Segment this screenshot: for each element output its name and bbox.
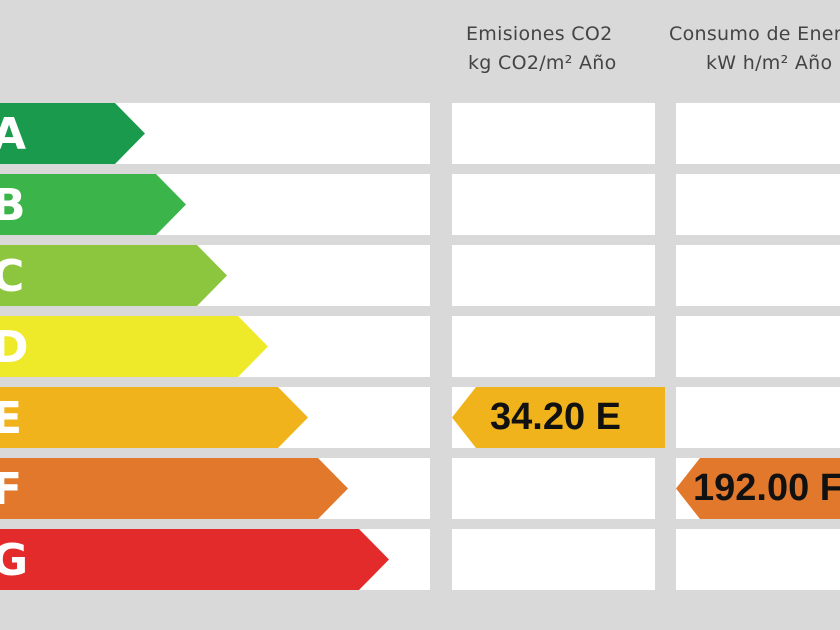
emissions-header-unit: kg CO2/m² Año: [468, 52, 617, 74]
emissions-cell-b: [452, 174, 655, 235]
consumption-cell-a: [676, 103, 840, 164]
consumption-value-label: 192.00 F: [693, 467, 840, 509]
emissions-cell-f: [452, 458, 655, 519]
consumption-cell-c: [676, 245, 840, 306]
rating-arrow-e: E: [0, 387, 308, 448]
consumption-cell-b: [676, 174, 840, 235]
consumption-header-unit: kW h/m² Año: [706, 52, 833, 74]
emissions-cell-a: [452, 103, 655, 164]
consumption-cell-d: [676, 316, 840, 377]
emissions-cell-c: [452, 245, 655, 306]
rating-letter-e: E: [0, 393, 23, 444]
consumption-cell-g: [676, 529, 840, 590]
rating-letter-b: B: [0, 180, 26, 231]
rating-letter-d: D: [0, 322, 29, 373]
consumption-cell-e: [676, 387, 840, 448]
rating-letter-a: A: [0, 109, 27, 160]
rating-letter-f: F: [0, 464, 23, 515]
rating-arrow-d: D: [0, 316, 268, 377]
rating-arrow-f: F: [0, 458, 348, 519]
consumption-header-title: Consumo de Energía: [669, 23, 840, 45]
rating-letter-c: C: [0, 251, 25, 302]
rating-arrow-g: G: [0, 529, 389, 590]
emissions-header-title: Emisiones CO2: [466, 23, 613, 45]
emissions-cell-g: [452, 529, 655, 590]
rating-letter-g: G: [0, 535, 29, 586]
emissions-header: Emisiones CO2 kg CO2/m² Año: [466, 20, 617, 78]
consumption-value-marker: 192.00 F: [676, 458, 840, 519]
rating-arrow-c: C: [0, 245, 227, 306]
rating-arrow-a: A: [0, 103, 145, 164]
emissions-value-marker: 34.20 E: [452, 387, 665, 448]
emissions-cell-d: [452, 316, 655, 377]
emissions-value-label: 34.20 E: [490, 396, 621, 438]
consumption-header: Consumo de Energía kW h/m² Año: [669, 20, 840, 78]
rating-arrow-b: B: [0, 174, 186, 235]
